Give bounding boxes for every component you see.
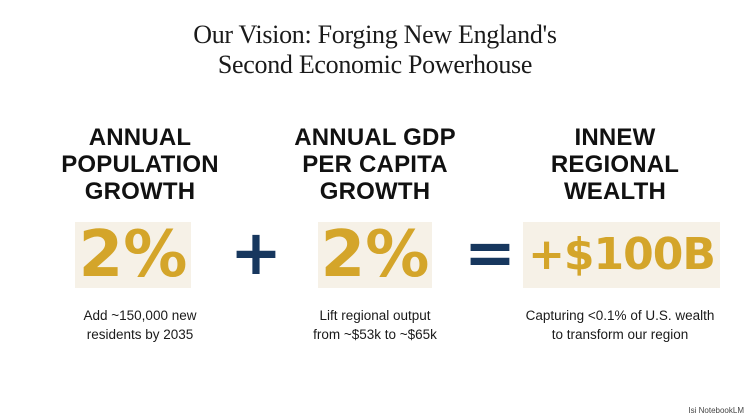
heading-line: POPULATION (61, 151, 219, 178)
heading-line: REGIONAL (550, 151, 680, 178)
description-line: residents by 2035 (86, 327, 194, 342)
description-line: Add ~150,000 new (83, 308, 197, 323)
heading-line: ANNUAL (88, 124, 192, 151)
plus-operator: + (230, 216, 282, 289)
description-line: from ~$53k to ~$65k (313, 327, 437, 342)
population-growth-heading: ANNUAL POPULATION GROWTH (40, 124, 240, 205)
population-growth-metric: 2% (75, 222, 191, 288)
gdp-growth-metric: 2% (318, 222, 432, 288)
heading-line: ANNUAL GDP (294, 124, 456, 151)
equals-operator: = (464, 216, 516, 289)
regional-wealth-metric: +$100B (523, 222, 720, 288)
gdp-growth-heading: ANNUAL GDP PER CAPITA GROWTH (270, 124, 480, 205)
population-growth-column: ANNUAL POPULATION GROWTH (40, 124, 240, 205)
slide-title-line-1: Our Vision: Forging New England's (193, 20, 557, 49)
regional-wealth-heading: INNEW REGIONAL WEALTH (500, 124, 730, 205)
population-growth-description: Add ~150,000 new residents by 2035 (50, 306, 230, 344)
notebooklm-watermark: Isi NotebookLM (688, 406, 744, 415)
heading-line: INNEW (574, 124, 656, 151)
slide-title-line-2: Second Economic Powerhouse (217, 50, 533, 79)
heading-line: GROWTH (84, 178, 196, 205)
gdp-growth-description: Lift regional output from ~$53k to ~$65k (280, 306, 470, 344)
heading-line: GROWTH (319, 178, 431, 205)
heading-line: PER CAPITA (302, 151, 448, 178)
regional-wealth-description: Capturing <0.1% of U.S. wealth to transf… (505, 306, 735, 344)
regional-wealth-column: INNEW REGIONAL WEALTH (500, 124, 730, 205)
description-line: Capturing <0.1% of U.S. wealth (525, 308, 715, 323)
slide-title: Our Vision: Forging New England's Second… (0, 20, 750, 80)
gdp-growth-column: ANNUAL GDP PER CAPITA GROWTH (270, 124, 480, 205)
description-line: to transform our region (551, 327, 689, 342)
heading-line: WEALTH (563, 178, 667, 205)
description-line: Lift regional output (319, 308, 431, 323)
